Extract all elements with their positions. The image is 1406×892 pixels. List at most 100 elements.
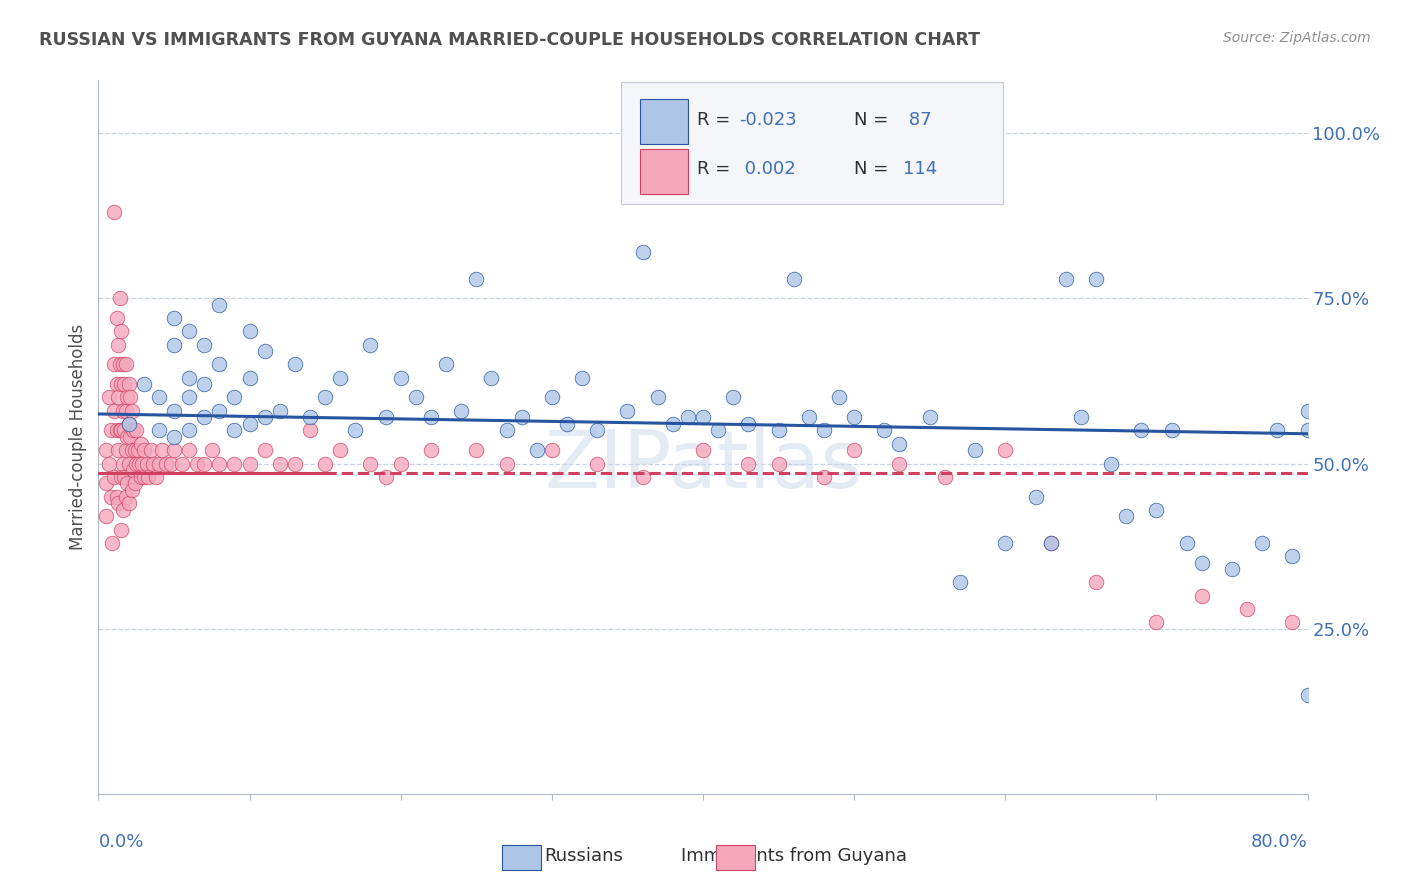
- Point: [193, 337, 215, 351]
- Point: [108, 291, 131, 305]
- Point: [129, 436, 152, 450]
- Point: [118, 417, 141, 431]
- Y-axis label: Married-couple Households: Married-couple Households: [69, 324, 87, 550]
- Point: [329, 370, 352, 384]
- Point: [108, 424, 131, 438]
- Point: [114, 443, 136, 458]
- Point: [450, 403, 472, 417]
- Point: [163, 337, 186, 351]
- Point: [193, 410, 215, 425]
- Point: [112, 424, 135, 438]
- Point: [707, 424, 730, 438]
- Point: [1236, 602, 1258, 616]
- Point: [1281, 615, 1303, 629]
- Point: [374, 410, 396, 425]
- Text: R =: R =: [697, 111, 735, 128]
- Point: [1085, 271, 1108, 285]
- Point: [723, 391, 745, 405]
- Point: [101, 536, 124, 550]
- Point: [150, 443, 173, 458]
- Point: [495, 457, 517, 471]
- Point: [135, 457, 157, 471]
- Point: [631, 245, 654, 260]
- Point: [239, 417, 262, 431]
- Point: [118, 417, 141, 431]
- FancyBboxPatch shape: [621, 82, 1002, 203]
- Point: [420, 410, 443, 425]
- Point: [127, 443, 149, 458]
- Point: [108, 358, 131, 372]
- Point: [124, 443, 146, 458]
- Point: [163, 403, 186, 417]
- Point: [125, 424, 148, 438]
- Point: [114, 490, 136, 504]
- Point: [239, 370, 262, 384]
- Point: [481, 370, 503, 384]
- Point: [105, 490, 128, 504]
- Point: [1039, 536, 1062, 550]
- Point: [344, 424, 367, 438]
- Text: 114: 114: [903, 161, 936, 178]
- Point: [118, 377, 141, 392]
- Point: [692, 443, 714, 458]
- Point: [208, 457, 231, 471]
- Point: [1312, 622, 1334, 636]
- Point: [783, 271, 806, 285]
- Point: [186, 457, 208, 471]
- Point: [110, 377, 132, 392]
- Text: 0.002: 0.002: [740, 161, 796, 178]
- Point: [420, 443, 443, 458]
- Point: [540, 443, 562, 458]
- Point: [208, 358, 231, 372]
- Point: [1099, 457, 1122, 471]
- Point: [1251, 536, 1274, 550]
- Point: [110, 523, 132, 537]
- Point: [1296, 688, 1319, 702]
- Point: [100, 490, 122, 504]
- Point: [1144, 615, 1167, 629]
- Point: [434, 358, 457, 372]
- Point: [129, 469, 152, 483]
- Point: [107, 337, 129, 351]
- Point: [465, 271, 488, 285]
- Point: [179, 324, 201, 338]
- Text: N =: N =: [855, 111, 894, 128]
- Point: [155, 457, 177, 471]
- Point: [269, 403, 291, 417]
- Point: [111, 457, 134, 471]
- Point: [115, 391, 138, 405]
- Text: 80.0%: 80.0%: [1251, 833, 1308, 851]
- Text: R =: R =: [697, 161, 735, 178]
- Point: [465, 443, 488, 458]
- Text: RUSSIAN VS IMMIGRANTS FROM GUYANA MARRIED-COUPLE HOUSEHOLDS CORRELATION CHART: RUSSIAN VS IMMIGRANTS FROM GUYANA MARRIE…: [39, 31, 980, 49]
- Point: [224, 391, 246, 405]
- Point: [284, 358, 307, 372]
- Point: [98, 391, 121, 405]
- Point: [253, 344, 276, 359]
- Point: [142, 457, 165, 471]
- Point: [163, 430, 186, 444]
- Point: [105, 311, 128, 326]
- Point: [1085, 575, 1108, 590]
- Point: [107, 391, 129, 405]
- Point: [510, 410, 533, 425]
- FancyBboxPatch shape: [640, 99, 689, 144]
- Point: [873, 424, 896, 438]
- Point: [360, 457, 382, 471]
- Point: [148, 457, 170, 471]
- Point: [555, 417, 578, 431]
- Text: 87: 87: [903, 111, 931, 128]
- Point: [405, 391, 427, 405]
- Point: [148, 391, 170, 405]
- Point: [110, 424, 132, 438]
- Point: [114, 358, 136, 372]
- Point: [1175, 536, 1198, 550]
- Point: [1296, 403, 1319, 417]
- Point: [122, 424, 145, 438]
- Point: [118, 496, 141, 510]
- Point: [813, 424, 835, 438]
- Point: [118, 457, 141, 471]
- Point: [163, 443, 186, 458]
- Point: [114, 403, 136, 417]
- Point: [374, 469, 396, 483]
